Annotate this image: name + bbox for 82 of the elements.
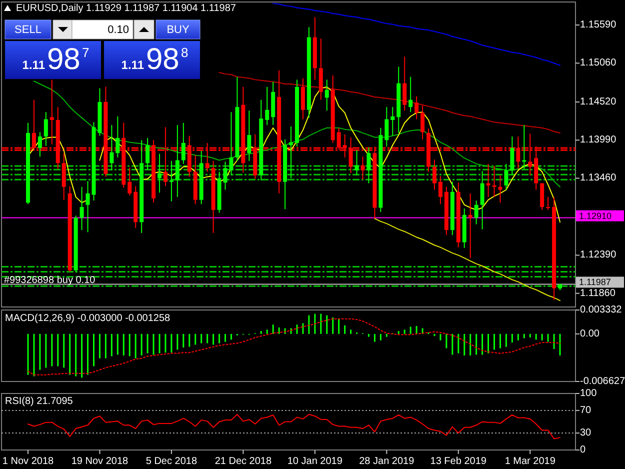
y-tick-label: 1.15590 — [580, 20, 617, 31]
x-tick-label: 19 Nov 2018 — [71, 456, 129, 467]
y-tick-label: 0.003332 — [580, 304, 622, 316]
x-tick-label: 1 Mar 2019 — [504, 456, 556, 467]
candlestick — [265, 86, 270, 126]
candlestick — [44, 112, 48, 146]
candlestick — [38, 132, 42, 158]
annotation: BUY — [166, 24, 190, 36]
candlestick — [384, 106, 389, 148]
annotation: SELL — [14, 24, 42, 36]
candlestick — [116, 116, 120, 158]
chart-title: MACD(12,26,9) -0.003000 -0.001258 — [5, 312, 171, 324]
candlestick — [546, 196, 550, 210]
candlestick — [354, 150, 359, 176]
chart-title: RSI(8) 21.7095 — [5, 396, 74, 406]
annotation: 98 — [146, 43, 180, 76]
ref-line-label: 1.12910 — [579, 210, 612, 221]
volume-field: 0.10 — [72, 20, 134, 40]
x-tick-label: 1 Nov 2018 — [2, 456, 54, 467]
candlestick — [366, 146, 371, 184]
candlestick — [408, 76, 413, 113]
candlestick — [504, 163, 508, 190]
candlestick — [414, 96, 419, 120]
y-tick-label: 100 — [580, 388, 598, 399]
line-series — [28, 414, 560, 440]
candlestick — [169, 160, 174, 202]
y-tick-label: 1.13460 — [580, 172, 617, 184]
candlestick — [486, 163, 490, 198]
candlestick — [492, 166, 496, 198]
ref-line-label: 1.11987 — [579, 277, 611, 288]
candlestick — [146, 137, 150, 170]
candlestick — [468, 192, 472, 259]
candlestick — [360, 156, 365, 180]
candlestick — [432, 159, 436, 190]
x-tick-label: 10 Jan 2019 — [287, 456, 343, 467]
x-tick-label: 28 Jan 2019 — [359, 456, 415, 467]
y-tick-label: 1.14520 — [580, 96, 617, 108]
y-tick-label: 1.12390 — [580, 250, 617, 261]
candlestick — [158, 153, 162, 194]
x-tick-label: 5 Dec 2018 — [146, 456, 198, 467]
annotation: 1.11 — [22, 58, 46, 72]
x-tick-label: 13 Feb 2019 — [430, 456, 487, 467]
candlestick — [390, 106, 395, 136]
x-tick-label: 21 Dec 2018 — [214, 456, 272, 467]
y-tick-label: 0.00 — [580, 328, 600, 340]
candlestick — [175, 124, 180, 198]
y-tick-label: 0 — [580, 444, 586, 456]
candlestick — [540, 182, 544, 210]
candlestick — [438, 176, 442, 205]
candlestick — [62, 152, 66, 200]
annotation: 0.10 — [108, 24, 129, 36]
candlestick — [318, 38, 323, 100]
sell-button: SELL — [4, 20, 52, 40]
annotation: 8 — [181, 45, 188, 60]
candlestick — [110, 124, 114, 171]
candlestick — [510, 136, 514, 176]
candlestick — [402, 56, 407, 112]
annotation: 1.11 — [121, 58, 144, 72]
y-tick-label: -0.006627 — [580, 376, 625, 387]
y-tick-label: 1.15060 — [580, 58, 617, 69]
line-series — [272, 2, 560, 66]
candlestick — [480, 170, 484, 230]
chart-title: EURUSD,Daily 1.11929 1.11987 1.11904 1.11987 — [16, 2, 236, 14]
annotation: 98 — [47, 43, 80, 76]
buy-button: BUY — [156, 20, 200, 40]
candlestick — [420, 105, 425, 140]
line-series — [374, 218, 560, 302]
ref-line-label: #99326898 buy 0.10 — [4, 275, 96, 286]
y-tick-label: 70 — [580, 404, 592, 416]
y-tick-label: 1.11860 — [580, 288, 616, 299]
candlestick — [181, 122, 186, 164]
candlestick — [86, 180, 90, 233]
y-tick-label: 30 — [580, 428, 592, 439]
candlestick — [474, 200, 478, 225]
candlestick — [324, 79, 329, 112]
candlestick — [50, 79, 54, 145]
candlestick — [300, 78, 305, 120]
y-tick-label: 1.13990 — [580, 134, 617, 146]
candlestick — [247, 110, 252, 162]
candlestick — [80, 186, 84, 231]
candlestick — [128, 166, 132, 196]
annotation: 7 — [82, 45, 90, 60]
